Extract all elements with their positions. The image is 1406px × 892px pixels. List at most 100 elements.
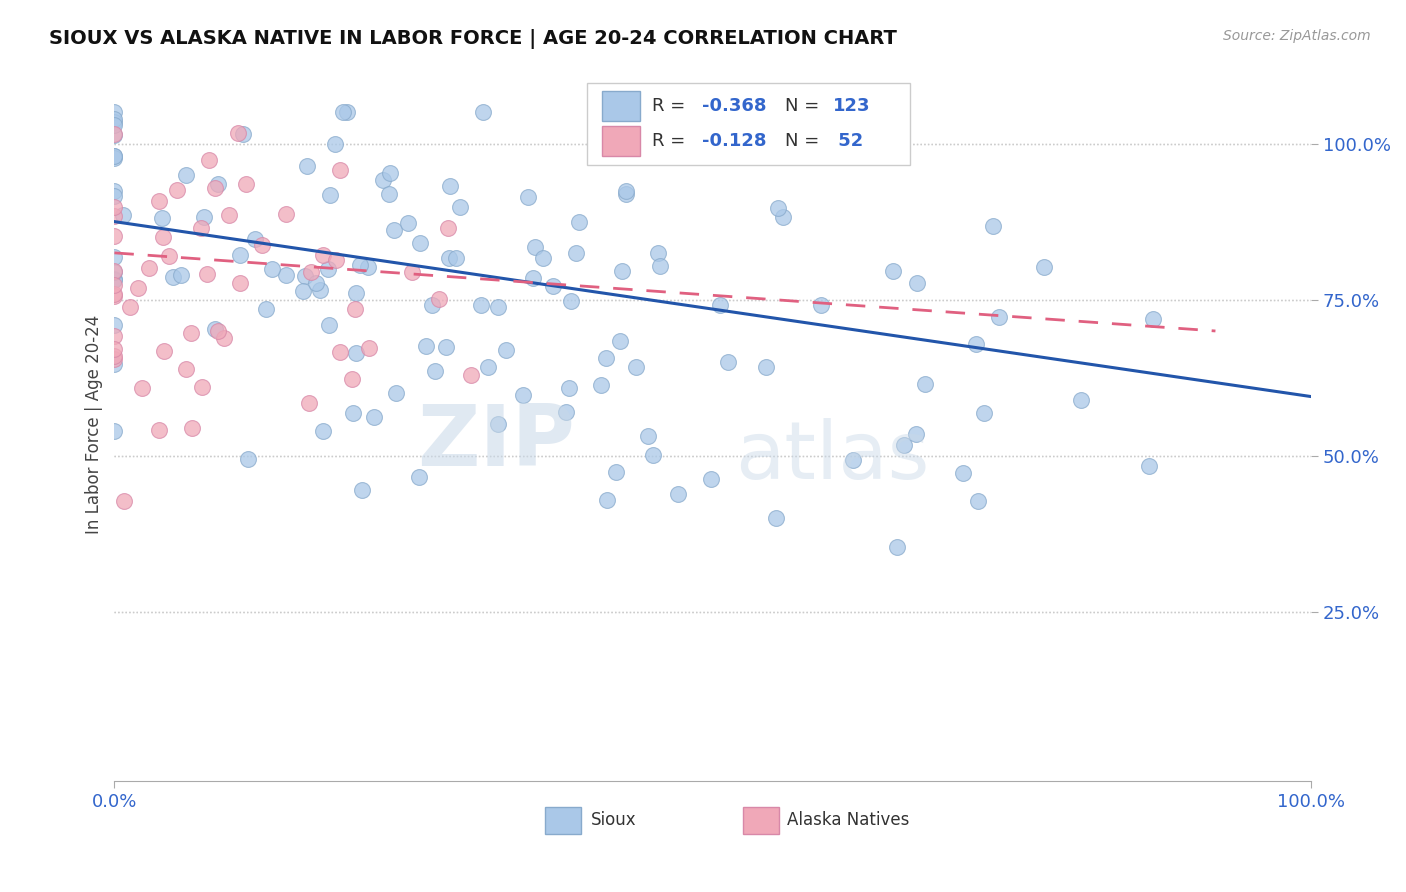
Text: -0.128: -0.128 <box>702 132 766 150</box>
Point <box>127 280 149 294</box>
Point <box>449 200 471 214</box>
Point <box>610 264 633 278</box>
Text: SIOUX VS ALASKA NATIVE IN LABOR FORCE | AGE 20-24 CORRELATION CHART: SIOUX VS ALASKA NATIVE IN LABOR FORCE | … <box>49 29 897 48</box>
Y-axis label: In Labor Force | Age 20-24: In Labor Force | Age 20-24 <box>86 315 103 534</box>
Point <box>243 232 266 246</box>
Point <box>148 423 170 437</box>
Text: N =: N = <box>785 96 824 114</box>
Point <box>904 426 927 441</box>
Point <box>195 267 218 281</box>
Point <box>531 251 554 265</box>
Point <box>342 406 364 420</box>
Point <box>226 126 249 140</box>
Point <box>131 381 153 395</box>
Point <box>434 340 457 354</box>
Point <box>180 326 202 340</box>
Point <box>316 262 339 277</box>
Point <box>357 341 380 355</box>
Text: atlas: atlas <box>735 417 929 496</box>
Point <box>103 424 125 438</box>
Point <box>305 277 328 291</box>
Point <box>329 345 352 359</box>
Point <box>517 190 540 204</box>
Point <box>988 310 1011 325</box>
Text: R =: R = <box>652 96 690 114</box>
Point <box>377 187 399 202</box>
Point <box>174 168 197 182</box>
Point <box>765 511 787 525</box>
Point <box>626 359 648 374</box>
Point <box>103 343 125 357</box>
Point <box>162 270 184 285</box>
Point <box>103 318 125 332</box>
Point <box>103 264 125 278</box>
Point <box>408 470 430 484</box>
Point <box>810 298 832 312</box>
Point <box>401 265 423 279</box>
Point <box>357 260 380 275</box>
Point <box>605 465 627 479</box>
Point <box>647 246 669 260</box>
Point <box>557 381 579 395</box>
Point <box>111 208 134 222</box>
Point <box>914 376 936 391</box>
Point <box>965 336 987 351</box>
Point <box>329 163 352 178</box>
Point <box>103 272 125 286</box>
Point <box>190 221 212 235</box>
Point <box>103 272 125 286</box>
Bar <box>588 83 910 165</box>
Point <box>191 380 214 394</box>
Point <box>103 118 125 132</box>
Point <box>437 221 460 235</box>
Point <box>229 248 252 262</box>
Bar <box>602 127 640 156</box>
Point <box>103 358 125 372</box>
Point <box>166 183 188 197</box>
Point <box>415 339 437 353</box>
Text: -0.368: -0.368 <box>702 96 766 114</box>
Point <box>291 284 314 298</box>
Point <box>103 200 125 214</box>
Point <box>905 276 928 290</box>
Point <box>235 177 257 191</box>
Text: Alaska Natives: Alaska Natives <box>787 811 910 829</box>
Point <box>409 235 432 250</box>
Point <box>893 438 915 452</box>
Point <box>301 265 323 279</box>
Point <box>378 166 401 180</box>
Point <box>103 228 125 243</box>
Point <box>103 148 125 162</box>
Point <box>103 209 125 223</box>
Point <box>363 409 385 424</box>
Point <box>103 112 125 126</box>
Point <box>1142 311 1164 326</box>
Point <box>523 240 546 254</box>
Point <box>152 344 174 359</box>
Point <box>446 252 468 266</box>
Point <box>755 360 778 375</box>
Bar <box>742 807 779 834</box>
Point <box>103 288 125 302</box>
Text: Sioux: Sioux <box>591 811 637 829</box>
Point <box>319 187 342 202</box>
Point <box>439 251 461 265</box>
Point <box>252 238 274 252</box>
Point <box>486 417 509 431</box>
Point <box>262 261 284 276</box>
Point <box>157 249 180 263</box>
Text: R =: R = <box>652 132 690 150</box>
Point <box>882 264 904 278</box>
Point <box>700 472 723 486</box>
Point <box>312 424 335 438</box>
Point <box>103 184 125 198</box>
Point <box>103 189 125 203</box>
Point <box>180 421 202 435</box>
Point <box>886 540 908 554</box>
Point <box>568 215 591 229</box>
Point <box>103 349 125 363</box>
Point <box>344 346 367 360</box>
Point <box>312 248 335 262</box>
Point <box>420 298 443 312</box>
Point <box>103 128 125 142</box>
